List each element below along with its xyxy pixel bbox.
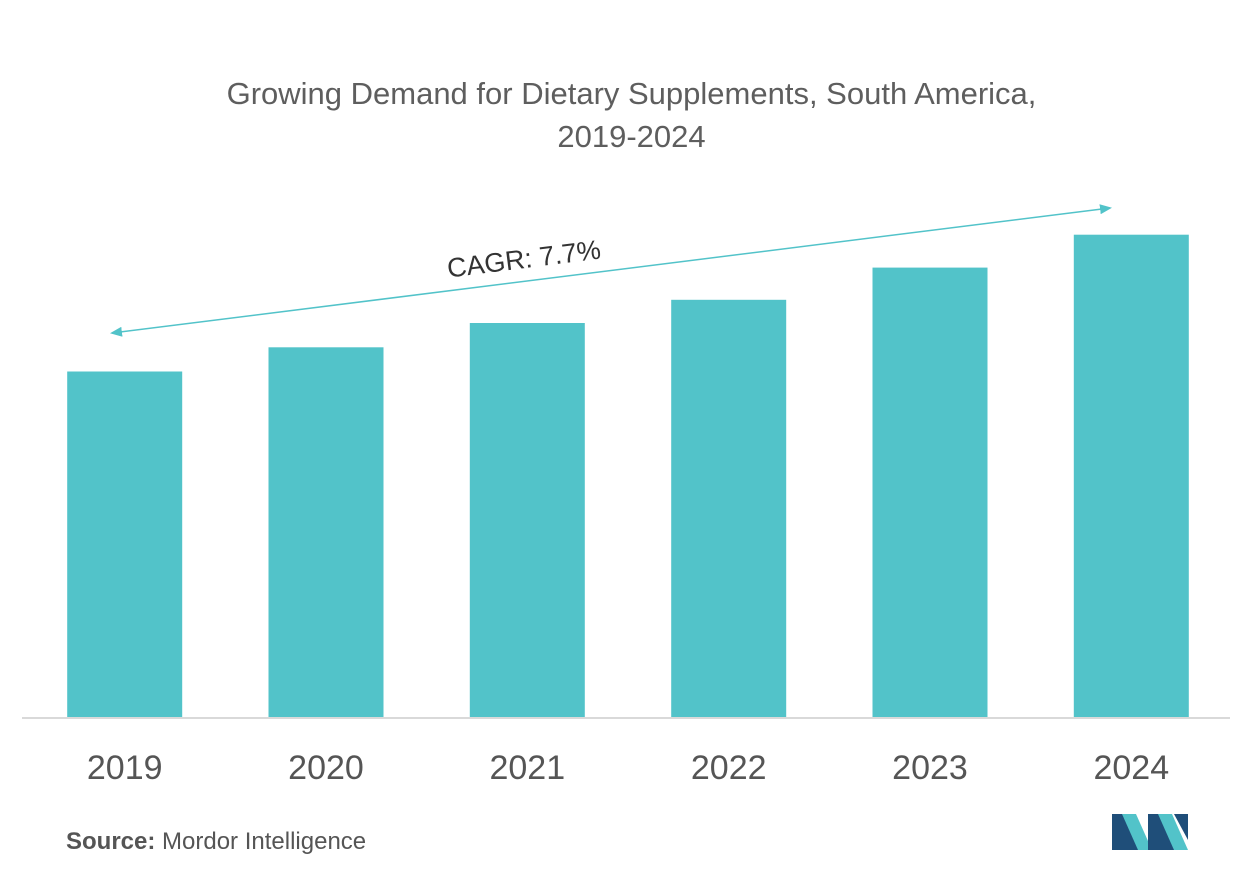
x-tick-label-2022: 2022	[691, 749, 767, 787]
bar-2024	[1073, 234, 1189, 718]
source-text: Mordor Intelligence	[162, 828, 367, 855]
bar-2023	[872, 267, 988, 718]
x-tick-label-2019: 2019	[87, 749, 163, 787]
bars-group	[67, 234, 1189, 718]
chart-title-line-2: 2019-2024	[557, 119, 706, 154]
bar-2019	[67, 371, 183, 718]
bar-2020	[268, 347, 384, 718]
cagr-label: CAGR: 7.7%	[445, 235, 602, 284]
source-note: Source: Mordor Intelligence	[66, 828, 366, 856]
bar-2021	[469, 323, 585, 718]
x-tick-label-2023: 2023	[892, 749, 968, 787]
x-tick-labels: 2019 2020 2021 2022 2023 2024	[87, 749, 1169, 787]
cagr-arrow	[110, 204, 1112, 337]
chart-title-line-1: Growing Demand for Dietary Supplements, …	[226, 76, 1037, 111]
x-tick-label-2024: 2024	[1093, 749, 1169, 787]
x-tick-label-2021: 2021	[489, 749, 565, 787]
x-tick-label-2020: 2020	[288, 749, 364, 787]
bar-chart: 2019 2020 2021 2022 2023 2024 CAGR: 7.7%	[22, 204, 1230, 787]
chart-title: Growing Demand for Dietary Supplements, …	[0, 72, 1253, 158]
mordor-intelligence-logo-icon	[1112, 814, 1188, 850]
bar-2022	[671, 299, 787, 718]
source-label: Source:	[66, 828, 156, 855]
